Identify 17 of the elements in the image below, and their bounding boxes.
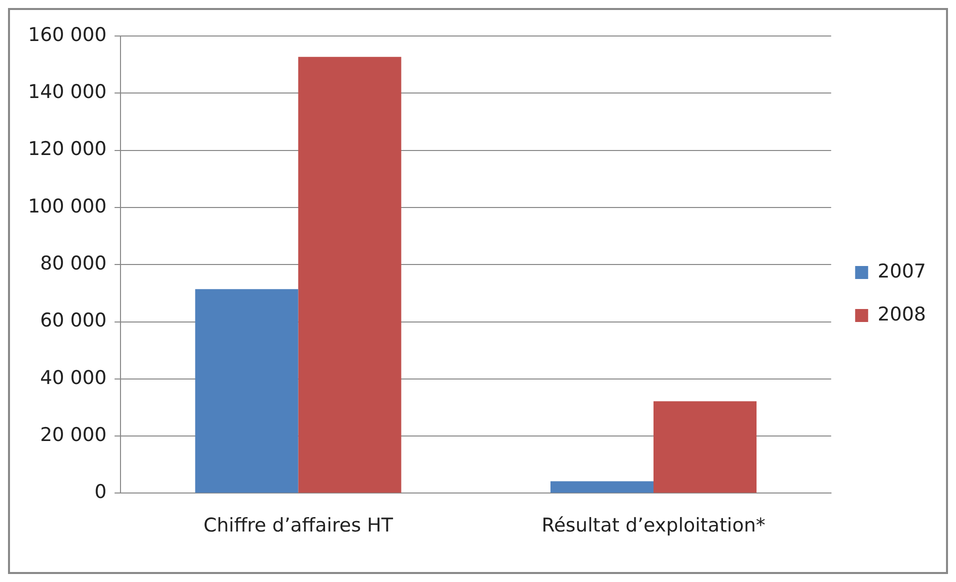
bar [195, 289, 298, 493]
y-tick-label: 40 000 [40, 366, 107, 389]
y-tick-label: 80 000 [40, 252, 107, 275]
bar [298, 56, 402, 493]
y-tick-label: 0 [94, 481, 107, 504]
y-tick-label: 100 000 [28, 195, 107, 218]
y-tick-label: 120 000 [28, 138, 107, 160]
y-tick-label: 140 000 [28, 81, 107, 104]
legend-label: 2008 [878, 303, 926, 326]
y-tick-label: 20 000 [40, 424, 107, 446]
bar [654, 401, 757, 493]
y-tick-label: 60 000 [40, 310, 107, 332]
y-tick-label: 160 000 [28, 24, 107, 46]
legend-label: 2007 [878, 260, 926, 282]
x-tick-label: Chiffre d’affaires HT [203, 514, 394, 537]
bar [550, 481, 654, 493]
x-tick-label: Résultat d’exploitation* [542, 514, 766, 537]
